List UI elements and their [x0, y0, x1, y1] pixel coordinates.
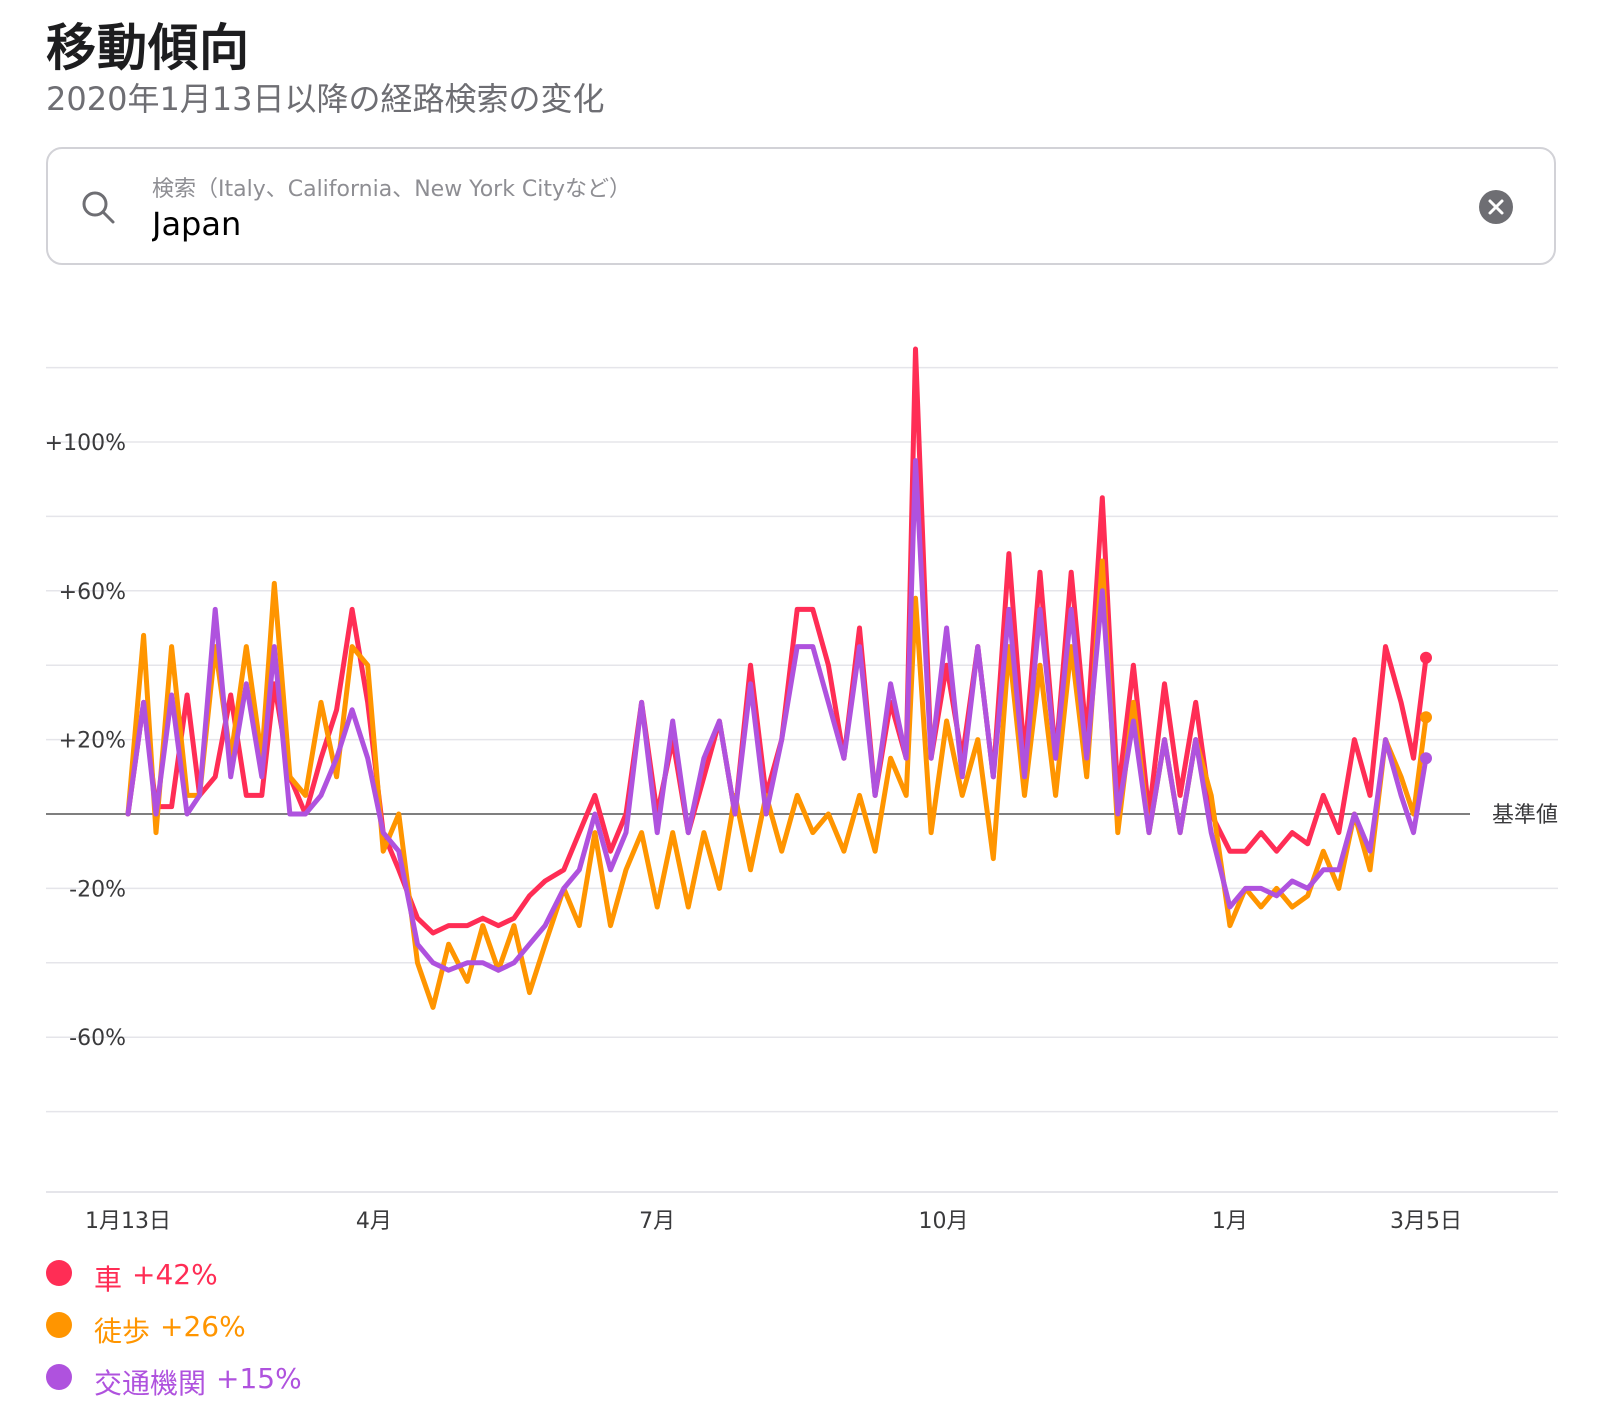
- series-line-driving: [125, 346, 1429, 936]
- legend-value-walking: +26%: [160, 1310, 246, 1343]
- legend-item-walking: 徒歩 +26%: [46, 1304, 302, 1356]
- chart-legend: 車 +42% 徒歩 +26% 交通機関 +15%: [46, 1252, 302, 1408]
- x-tick-label: 3月5日: [1390, 1209, 1462, 1234]
- search-box[interactable]: 検索（Italy、California、New York Cityなど）: [46, 147, 1556, 265]
- legend-label-walking: 徒歩: [94, 1315, 151, 1348]
- mobility-chart: 基準値 -60% -20% +20% +60% +100% 1月13日 4月 7月 10月 1月 3月…: [45, 346, 1558, 1234]
- y-tick-label: -20%: [69, 877, 126, 902]
- legend-dot-walking: [46, 1312, 72, 1338]
- x-tick-label: 1月13日: [85, 1209, 171, 1234]
- page-subtitle: 2020年1月13日以降の経路検索の変化: [46, 80, 605, 118]
- legend-item-driving: 車 +42%: [46, 1252, 302, 1304]
- search-placeholder: 検索（Italy、California、New York Cityなど）: [152, 177, 632, 202]
- y-tick-label: +60%: [59, 580, 126, 605]
- series-line-walking: [125, 558, 1429, 1010]
- series-line-transit: [125, 458, 1429, 973]
- series-end-point-driving: [1420, 651, 1432, 664]
- legend-value-transit: +15%: [216, 1362, 302, 1395]
- y-tick-label: +100%: [45, 431, 126, 456]
- search-icon: [82, 191, 115, 224]
- legend-value-driving: +42%: [132, 1258, 218, 1291]
- legend-item-transit: 交通機関 +15%: [46, 1356, 302, 1408]
- y-tick-label: -60%: [69, 1026, 126, 1051]
- y-tick-label: +20%: [59, 729, 126, 754]
- search-input[interactable]: [152, 205, 1352, 243]
- x-tick-label: 10月: [919, 1209, 969, 1234]
- legend-dot-driving: [46, 1260, 72, 1286]
- x-tick-label: 7月: [639, 1209, 675, 1234]
- page-title: 移動傾向: [46, 19, 250, 77]
- clear-icon[interactable]: [1478, 189, 1514, 225]
- x-tick-label: 1月: [1212, 1209, 1248, 1234]
- series-end-point-walking: [1420, 711, 1432, 724]
- x-tick-label: 4月: [356, 1209, 392, 1234]
- legend-label-driving: 車: [94, 1263, 123, 1296]
- series-end-point-transit: [1420, 752, 1432, 765]
- legend-dot-transit: [46, 1364, 72, 1390]
- legend-label-transit: 交通機関: [94, 1367, 207, 1400]
- baseline-label: 基準値: [1492, 803, 1558, 828]
